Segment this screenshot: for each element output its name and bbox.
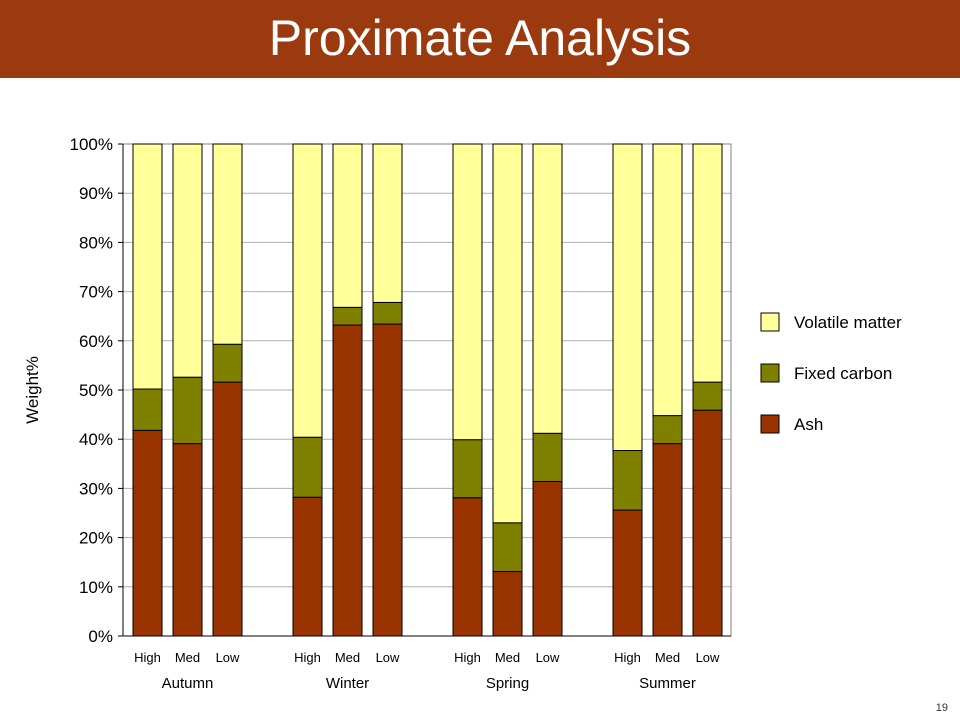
title-bar — [0, 0, 960, 78]
bar-segment-volatile-matter — [292, 143, 323, 438]
y-tick-label: 20% — [79, 529, 113, 548]
bar-segment-volatile-matter — [532, 143, 563, 434]
bar-segment-fixed-carbon — [532, 432, 563, 483]
bar-segment-volatile-matter — [172, 143, 203, 378]
x-group-label: Summer — [639, 675, 696, 692]
x-category-label: Med — [175, 650, 200, 665]
y-tick-label: 30% — [79, 479, 113, 498]
bar-segment-volatile-matter — [212, 143, 243, 345]
legend-label: Volatile matter — [794, 313, 902, 332]
y-tick-label: 0% — [88, 627, 113, 646]
bar-segment-volatile-matter — [332, 143, 363, 308]
bar-segment-ash — [212, 381, 243, 637]
bar-segment-volatile-matter — [452, 143, 483, 441]
legend-swatch-fixed-carbon — [760, 363, 780, 383]
bar-segment-fixed-carbon — [692, 381, 723, 411]
x-group-label: Winter — [326, 675, 369, 692]
y-tick-label: 50% — [79, 381, 113, 400]
bar-segment-ash — [132, 429, 163, 637]
bar-segment-volatile-matter — [132, 143, 163, 390]
y-axis-label: Weight% — [23, 356, 42, 424]
y-tick-label: 40% — [79, 430, 113, 449]
y-tick-label: 70% — [79, 283, 113, 302]
x-category-label: High — [134, 650, 161, 665]
bar-segment-fixed-carbon — [212, 343, 243, 383]
bar-segment-volatile-matter — [652, 143, 683, 417]
y-tick-label: 100% — [70, 135, 113, 154]
bar-segment-ash — [652, 443, 683, 637]
bar-segment-volatile-matter — [492, 143, 523, 524]
bar-segment-fixed-carbon — [292, 436, 323, 498]
bar-segment-fixed-carbon — [372, 301, 403, 325]
bar-segment-volatile-matter — [612, 143, 643, 452]
legend-label: Fixed carbon — [794, 364, 892, 383]
x-group-label: Spring — [486, 675, 529, 692]
x-group-label: Autumn — [162, 675, 214, 692]
x-category-label: Low — [216, 650, 240, 665]
x-category-label: High — [294, 650, 321, 665]
bar-segment-ash — [532, 481, 563, 637]
slide-title: Proximate Analysis — [268, 10, 692, 66]
x-category-label: Med — [655, 650, 680, 665]
bar-segment-ash — [372, 323, 403, 637]
legend-label: Ash — [794, 415, 823, 434]
bar-segment-ash — [332, 324, 363, 637]
bar-segment-ash — [692, 409, 723, 637]
x-category-label: Med — [495, 650, 520, 665]
bar-segment-fixed-carbon — [452, 439, 483, 499]
x-category-label: High — [454, 650, 481, 665]
legend-swatch-volatile-matter — [760, 312, 780, 332]
bar-segment-fixed-carbon — [652, 415, 683, 445]
x-category-label: Low — [376, 650, 400, 665]
y-tick-label: 60% — [79, 332, 113, 351]
bar-segment-fixed-carbon — [132, 388, 163, 431]
legend-swatch-ash — [760, 414, 780, 434]
bar-segment-ash — [452, 497, 483, 637]
bar-segment-volatile-matter — [372, 143, 403, 303]
x-category-label: Med — [335, 650, 360, 665]
x-category-label: Low — [536, 650, 560, 665]
bar-segment-ash — [172, 443, 203, 637]
bar-segment-fixed-carbon — [612, 450, 643, 511]
y-tick-label: 80% — [79, 233, 113, 252]
page-number: 19 — [935, 702, 948, 714]
bar-segment-fixed-carbon — [172, 376, 203, 445]
x-category-label: High — [614, 650, 641, 665]
bar-segment-ash — [292, 496, 323, 637]
bar-segment-ash — [612, 509, 643, 637]
bar-segment-fixed-carbon — [332, 306, 363, 326]
y-tick-label: 90% — [79, 184, 113, 203]
bar-segment-ash — [492, 571, 523, 637]
bar-segment-fixed-carbon — [492, 522, 523, 573]
bar-segment-volatile-matter — [692, 143, 723, 383]
x-category-label: Low — [696, 650, 720, 665]
y-tick-label: 10% — [79, 578, 113, 597]
